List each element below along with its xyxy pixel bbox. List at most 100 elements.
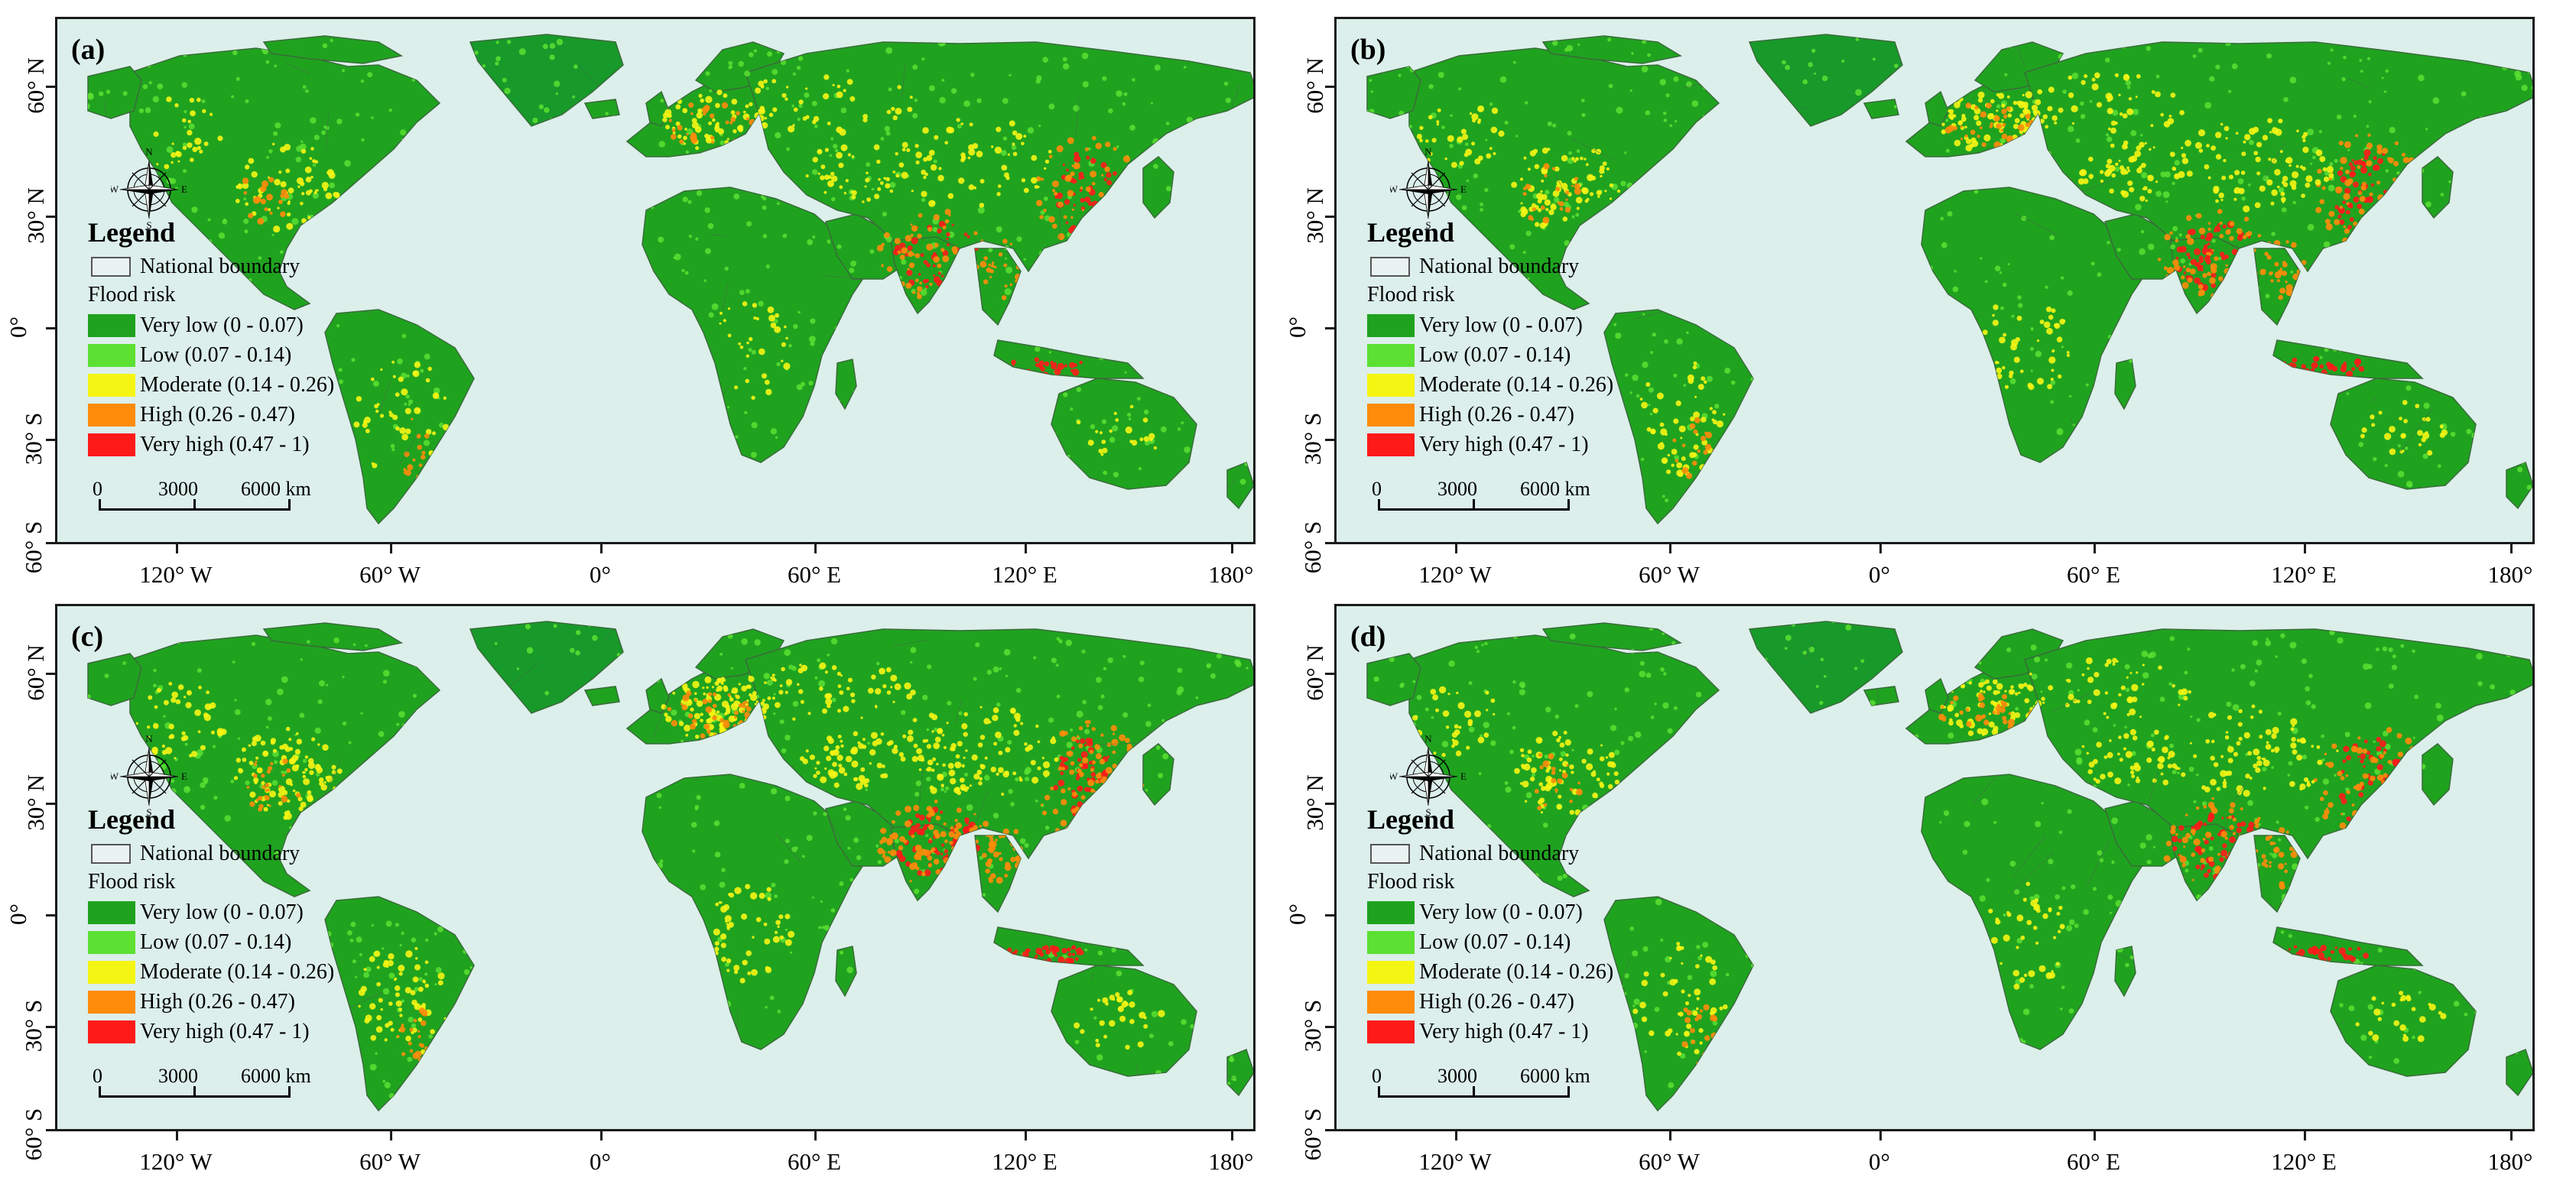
boundary-label: National boundary (1419, 254, 1580, 278)
world-map (1337, 606, 2532, 1129)
x-axis-label: 180° (1208, 1148, 1254, 1175)
legend-row-boundary: National boundary (88, 251, 334, 281)
legend-class-label: Very low (0 - 0.07) (1419, 900, 1583, 924)
boundary-swatch (1370, 843, 1410, 864)
scale-bar: 0 3000 6000 km (88, 478, 317, 531)
x-axis-tick (600, 544, 603, 553)
legend-row-class: Low (0.07 - 0.14) (88, 927, 334, 957)
landmass-northAmerica (129, 47, 441, 310)
legend-row-class: Very high (0.47 - 1) (88, 430, 334, 459)
y-axis-label: 30° N (21, 187, 49, 244)
y-axis-label: 60° N (21, 57, 49, 114)
y-axis-tick (1325, 327, 1334, 329)
y-axis-tick (1325, 673, 1334, 675)
scale-tick-label: 0 (1372, 478, 1382, 500)
y-axis-label: 30° N (1301, 187, 1328, 244)
legend-swatch (88, 930, 135, 954)
landmass-arcticIslands (262, 35, 404, 64)
x-axis-tick (2094, 544, 2096, 553)
landmass-arcticIslands (1541, 622, 1683, 651)
legend-row-class: High (0.26 - 0.47) (88, 987, 334, 1017)
x-axis-tick (390, 544, 392, 553)
x-axis-label: 120° W (139, 1148, 213, 1175)
x-axis-tick (2304, 1131, 2306, 1140)
landmass-greenland (469, 621, 624, 714)
y-axis-tick (46, 216, 55, 218)
scale-tick-label: 3000 (158, 478, 198, 500)
legend-title: Legend (1367, 217, 1455, 248)
compass-w-label: W (1390, 771, 1398, 782)
map-frame: (c) N S E W Legend National boundary Flood risk… (55, 604, 1256, 1131)
flood-risk-title: Flood risk (1367, 283, 1455, 307)
scale-tick (288, 499, 291, 511)
map-frame: (b) N S E W Legend National boundary Flood risk… (1334, 17, 2535, 544)
y-axis-tick (1325, 803, 1334, 805)
map-panel: (d) N S E W Legend National boundary Flood risk… (1284, 604, 2535, 1175)
compass-e-label: E (1460, 771, 1467, 782)
y-axis-tick (46, 914, 55, 917)
y-axis-tick (1325, 86, 1334, 88)
compass-s-label: S (1425, 806, 1431, 818)
landmass-uk (1925, 677, 1949, 714)
x-axis-label: 180° (2487, 1148, 2533, 1175)
x-axis-tick (390, 1131, 392, 1140)
legend-row-class: Very high (0.47 - 1) (1367, 1017, 1613, 1046)
boundary-swatch (91, 256, 131, 277)
x-axis-tick (814, 1131, 817, 1140)
legend-row-class: Moderate (0.14 - 0.26) (88, 957, 334, 987)
legend-title: Legend (88, 217, 176, 248)
landmass-southAmerica (324, 309, 475, 525)
x-axis-tick (1025, 1131, 1027, 1140)
north-arrow-compass: N S E W (1389, 146, 1467, 235)
legend-title: Legend (1367, 804, 1455, 835)
world-map (57, 19, 1253, 542)
scale-tick-label: 3000 (158, 1065, 198, 1087)
y-axis-label: 30° S (1299, 412, 1327, 466)
landmass-africa (1921, 187, 2148, 463)
scale-tick (1378, 1086, 1380, 1098)
map-frame: (a) N S E W Legend National boundary Flood risk… (55, 17, 1256, 544)
landmass-alaska (1366, 653, 1421, 706)
flood-risk-title: Flood risk (1367, 870, 1455, 894)
north-arrow-compass: N S E W (109, 733, 187, 822)
compass-n-label: N (1424, 735, 1432, 745)
legend-swatch (88, 433, 135, 456)
legend-row-class: Moderate (0.14 - 0.26) (88, 370, 334, 400)
legend-class-label: High (0.26 - 0.47) (1419, 402, 1574, 427)
panel-label: (a) (71, 34, 106, 66)
y-axis-label: 60° N (1301, 644, 1328, 701)
legend-row-boundary: National boundary (1367, 839, 1613, 868)
x-axis-tick (176, 1131, 178, 1140)
legend-class-label: High (0.26 - 0.47) (140, 402, 295, 427)
landmass-alaska (87, 653, 142, 706)
legend-row-class: Low (0.07 - 0.14) (1367, 340, 1613, 370)
compass-e-label: E (181, 183, 187, 195)
landmass-arabia (825, 213, 907, 280)
land-layer (87, 621, 1253, 1112)
legend-swatch (1367, 990, 1415, 1014)
compass-n-label: N (145, 148, 153, 157)
y-axis-tick (1325, 216, 1334, 218)
legend-swatch (1367, 960, 1415, 984)
compass-w-label: W (111, 771, 119, 782)
landmass-madagascar (835, 946, 857, 998)
scale-tick (1473, 1086, 1475, 1098)
x-axis-label: 0° (1869, 561, 1890, 588)
scale-tick-label: 6000 km (1520, 1065, 1590, 1087)
map-legend: Legend National boundary Flood risk Very lo… (1367, 803, 1613, 1046)
y-axis-label: 30° N (21, 774, 49, 831)
flood-risk-title: Flood risk (88, 870, 176, 894)
scale-tick-label: 3000 (1437, 1065, 1477, 1087)
legend-row-class: High (0.26 - 0.47) (1367, 987, 1613, 1017)
boundary-swatch (1370, 256, 1410, 277)
y-axis-tick (46, 1129, 55, 1131)
scale-tick-label: 0 (1372, 1065, 1382, 1087)
x-axis-label: 0° (590, 561, 611, 588)
scale-bar: 0 3000 6000 km (1367, 478, 1597, 531)
landmass-greenland (469, 34, 624, 127)
x-axis-label: 60° E (787, 561, 842, 588)
x-axis-label: 60° E (787, 1148, 842, 1175)
legend-row-class: Very low (0 - 0.07) (1367, 897, 1613, 927)
y-axis-tick (46, 1026, 55, 1028)
landmass-arabia (2104, 800, 2186, 867)
